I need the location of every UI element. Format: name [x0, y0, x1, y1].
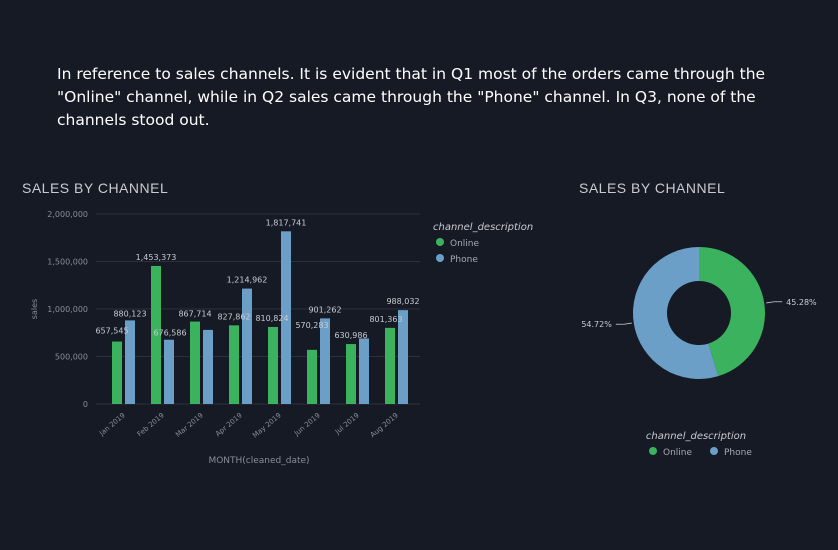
bar-online-7[interactable] [385, 327, 395, 404]
bar-data-label: 988,032 [386, 297, 419, 306]
pie-legend-online-marker[interactable] [649, 447, 657, 455]
x-tick-label: May 2019 [251, 411, 283, 439]
donut-leader-line [623, 322, 632, 325]
bar-data-label: 657,545 [95, 327, 128, 336]
legend-online-marker[interactable] [436, 238, 444, 246]
bar-data-label: 801,363 [369, 315, 402, 324]
pie-legend-phone-marker[interactable] [710, 447, 718, 455]
bar-data-label: 867,714 [178, 310, 211, 319]
donut-leader-line [766, 301, 775, 304]
bar-data-label: 880,123 [113, 309, 146, 318]
bar-online-0[interactable] [112, 341, 122, 404]
x-tick-label: Mar 2019 [174, 411, 205, 439]
bar-phone-0[interactable] [125, 320, 135, 404]
bar-online-3[interactable] [229, 325, 239, 404]
bar-phone-7[interactable] [398, 310, 408, 404]
bar-data-label: 570,283 [295, 321, 328, 330]
donut-chart: 45.28% 54.72% [581, 247, 817, 379]
legend-online-label[interactable]: Online [450, 239, 479, 249]
bar-phone-5[interactable] [320, 318, 330, 404]
bar-data-label: 630,986 [334, 331, 367, 340]
x-tick-label: Jun 2019 [292, 411, 322, 438]
bar-data-label: 901,262 [308, 305, 341, 314]
pie-legend-title: channel_description [646, 431, 746, 442]
bar-online-6[interactable] [346, 344, 356, 404]
pie-legend: channel_description Online Phone [646, 431, 752, 458]
bar-phone-1[interactable] [164, 339, 174, 404]
y-tick-label: 1,000,000 [47, 305, 88, 314]
narrative-text: In reference to sales channels. It is ev… [57, 65, 766, 129]
donut-slice-label: 45.28% [786, 298, 817, 307]
y-axis-label: sales [30, 299, 39, 319]
y-tick-label: 2,000,000 [47, 210, 88, 219]
bar-phone-4[interactable] [281, 231, 291, 404]
legend-phone-label[interactable]: Phone [450, 255, 478, 265]
bar-online-5[interactable] [307, 349, 317, 404]
bar-phone-6[interactable] [359, 338, 369, 404]
legend-phone-marker[interactable] [436, 254, 444, 262]
y-tick-label: 0 [83, 400, 88, 409]
donut-slice-label: 54.72% [581, 320, 612, 329]
bar-chart-title: SALES BY CHANNEL [22, 180, 169, 196]
y-tick-label: 500,000 [55, 353, 88, 362]
pie-legend-online-label[interactable]: Online [663, 448, 692, 458]
bar-data-label: 810,824 [255, 314, 288, 323]
x-tick-label: Apr 2019 [214, 411, 244, 438]
bar-legend: channel_description Online Phone [433, 222, 533, 265]
x-axis-label: MONTH(cleaned_date) [208, 456, 309, 466]
bar-data-label: 1,453,373 [136, 253, 177, 262]
donut-slice-phone[interactable] [633, 247, 719, 379]
x-tick-label: Aug 2019 [369, 411, 400, 439]
pie-chart-title: SALES BY CHANNEL [579, 180, 726, 196]
bar-data-label: 827,862 [217, 312, 250, 321]
bar-online-4[interactable] [268, 326, 278, 404]
bar-legend-title: channel_description [433, 222, 533, 233]
x-tick-label: Feb 2019 [136, 411, 166, 438]
bar-online-1[interactable] [151, 265, 161, 404]
pie-legend-phone-label[interactable]: Phone [724, 448, 752, 458]
bar-phone-3[interactable] [242, 288, 252, 404]
bar-data-label: 1,817,741 [266, 218, 307, 227]
bar-online-2[interactable] [190, 321, 200, 404]
donut-slice-online[interactable] [699, 247, 766, 377]
y-tick-label: 1,500,000 [47, 258, 88, 267]
bar-data-label: 676,586 [153, 329, 186, 338]
bar-data-label: 1,214,962 [227, 276, 268, 285]
x-tick-label: Jan 2019 [97, 411, 127, 438]
bar-phone-2[interactable] [203, 329, 213, 404]
x-tick-label: Jul 2019 [333, 411, 361, 436]
